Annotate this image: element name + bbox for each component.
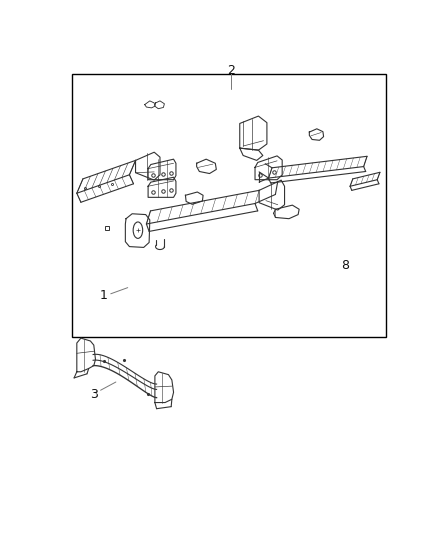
Text: 8: 8 — [341, 259, 349, 271]
Text: 3: 3 — [90, 388, 98, 401]
Text: 1: 1 — [100, 289, 108, 302]
Text: 2: 2 — [227, 63, 235, 77]
Bar — [72, 74, 386, 337]
